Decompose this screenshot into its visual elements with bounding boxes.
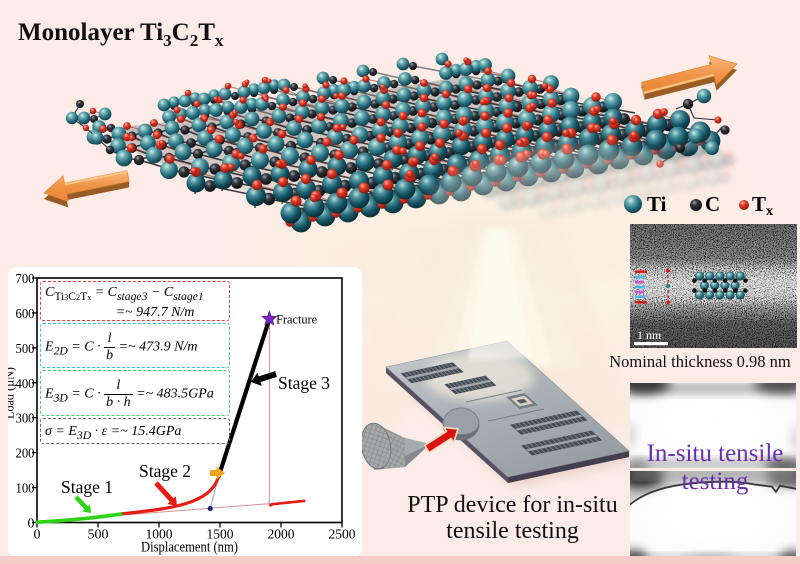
svg-text:300: 300 bbox=[16, 412, 35, 427]
svg-text:Stage 3: Stage 3 bbox=[278, 373, 330, 393]
svg-text:500: 500 bbox=[16, 342, 35, 357]
svg-text:100: 100 bbox=[16, 482, 35, 497]
svg-text:Tx: Tx bbox=[752, 192, 773, 219]
svg-text:Displacement (nm): Displacement (nm) bbox=[141, 540, 238, 556]
svg-text:2500: 2500 bbox=[329, 528, 356, 543]
svg-text:500: 500 bbox=[88, 528, 109, 543]
svg-text:Fracture: Fracture bbox=[276, 312, 317, 326]
svg-text:Stage 2: Stage 2 bbox=[139, 461, 191, 481]
svg-text:200: 200 bbox=[16, 447, 35, 462]
svg-text:1000: 1000 bbox=[146, 528, 173, 543]
svg-text:Ti: Ti bbox=[647, 192, 667, 216]
svg-text:600: 600 bbox=[16, 307, 35, 322]
svg-text:400: 400 bbox=[16, 377, 35, 392]
svg-text:700: 700 bbox=[16, 272, 35, 287]
svg-text:0: 0 bbox=[34, 528, 41, 543]
svg-text:C: C bbox=[705, 192, 720, 216]
svg-text:2000: 2000 bbox=[268, 528, 295, 543]
svg-text:Stage 1: Stage 1 bbox=[61, 477, 113, 497]
svg-text:1 nm: 1 nm bbox=[637, 328, 662, 342]
svg-text:1500: 1500 bbox=[207, 528, 234, 543]
svg-text:Load (µN): Load (µN) bbox=[8, 367, 17, 419]
svg-text:0: 0 bbox=[28, 517, 35, 532]
